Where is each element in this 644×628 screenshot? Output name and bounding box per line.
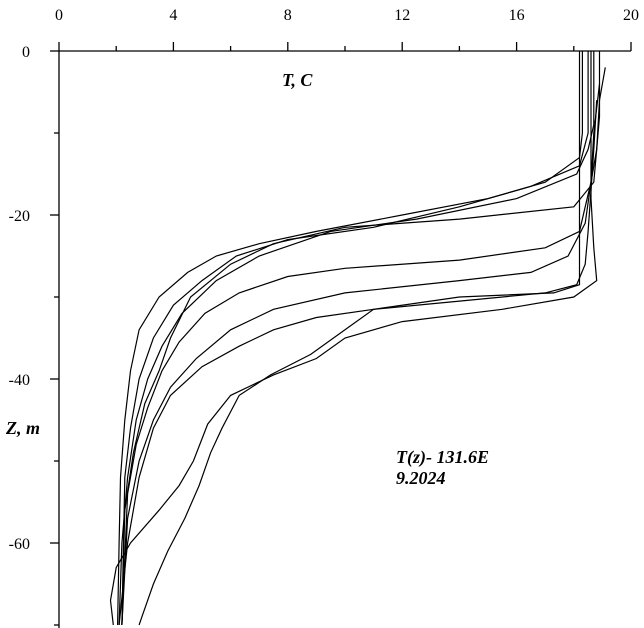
temperature-profile-line-4 — [121, 51, 601, 626]
profiles — [109, 51, 606, 626]
y-axis-title: Z, m — [5, 418, 40, 438]
x-tick-label: 20 — [623, 7, 639, 24]
temperature-profile-line-5 — [121, 67, 606, 626]
x-tick-label: 12 — [394, 7, 410, 24]
temperature-profile-line-9 — [138, 51, 581, 626]
x-axis-title: T, C — [282, 70, 313, 90]
temperature-profile-line-3 — [118, 51, 595, 626]
temperature-profile-line-1 — [117, 51, 583, 626]
y-tick-label: -20 — [9, 208, 30, 225]
temperature-profile-line-6 — [121, 83, 601, 626]
temperature-profile-line-8 — [109, 51, 598, 626]
y-tick-label: 0 — [22, 44, 30, 61]
temperature-profile-line-7 — [118, 100, 598, 626]
temperature-profile-line-2 — [121, 51, 589, 626]
x-tick-label: 0 — [55, 7, 63, 24]
x-tick-label: 16 — [509, 7, 525, 24]
annotation-location: T(z)- 131.6E — [396, 447, 489, 468]
y-tick-label: -60 — [9, 536, 30, 553]
axes: 0 4 8 12 16 20 0 -20 -40 -60 — [9, 7, 639, 628]
y-tick-label: -40 — [9, 372, 30, 389]
annotation-date: 9.2024 — [396, 468, 446, 488]
x-tick-label: 8 — [284, 7, 292, 24]
x-tick-label: 4 — [169, 7, 177, 24]
